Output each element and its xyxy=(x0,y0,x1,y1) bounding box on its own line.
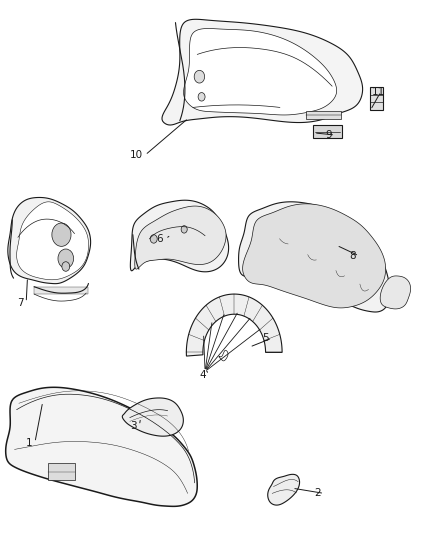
Polygon shape xyxy=(6,387,197,506)
Circle shape xyxy=(198,93,205,101)
Polygon shape xyxy=(135,206,226,269)
Circle shape xyxy=(58,249,74,268)
Polygon shape xyxy=(370,87,383,110)
Polygon shape xyxy=(306,111,341,119)
Polygon shape xyxy=(186,294,282,356)
Text: 11: 11 xyxy=(371,86,385,96)
Polygon shape xyxy=(122,398,184,436)
Text: 10: 10 xyxy=(130,150,143,160)
Circle shape xyxy=(150,235,157,243)
Text: 8: 8 xyxy=(350,251,356,261)
Polygon shape xyxy=(239,202,390,312)
Circle shape xyxy=(62,262,70,271)
Polygon shape xyxy=(314,125,342,138)
Circle shape xyxy=(194,70,205,83)
Polygon shape xyxy=(268,474,300,505)
Text: 2: 2 xyxy=(315,488,321,498)
Polygon shape xyxy=(8,197,91,284)
Polygon shape xyxy=(17,202,88,280)
Polygon shape xyxy=(131,200,229,272)
Text: 5: 5 xyxy=(262,333,269,343)
Circle shape xyxy=(181,225,187,233)
Text: 4: 4 xyxy=(199,370,206,379)
Polygon shape xyxy=(243,204,385,308)
Text: 1: 1 xyxy=(25,438,32,448)
Polygon shape xyxy=(162,19,363,125)
Text: 9: 9 xyxy=(325,130,332,140)
Text: 3: 3 xyxy=(130,421,136,431)
Text: 7: 7 xyxy=(17,297,23,308)
Polygon shape xyxy=(184,28,337,115)
Polygon shape xyxy=(380,276,410,309)
Circle shape xyxy=(52,223,71,246)
Text: 6: 6 xyxy=(156,234,162,244)
Polygon shape xyxy=(48,463,74,480)
Polygon shape xyxy=(34,287,88,294)
